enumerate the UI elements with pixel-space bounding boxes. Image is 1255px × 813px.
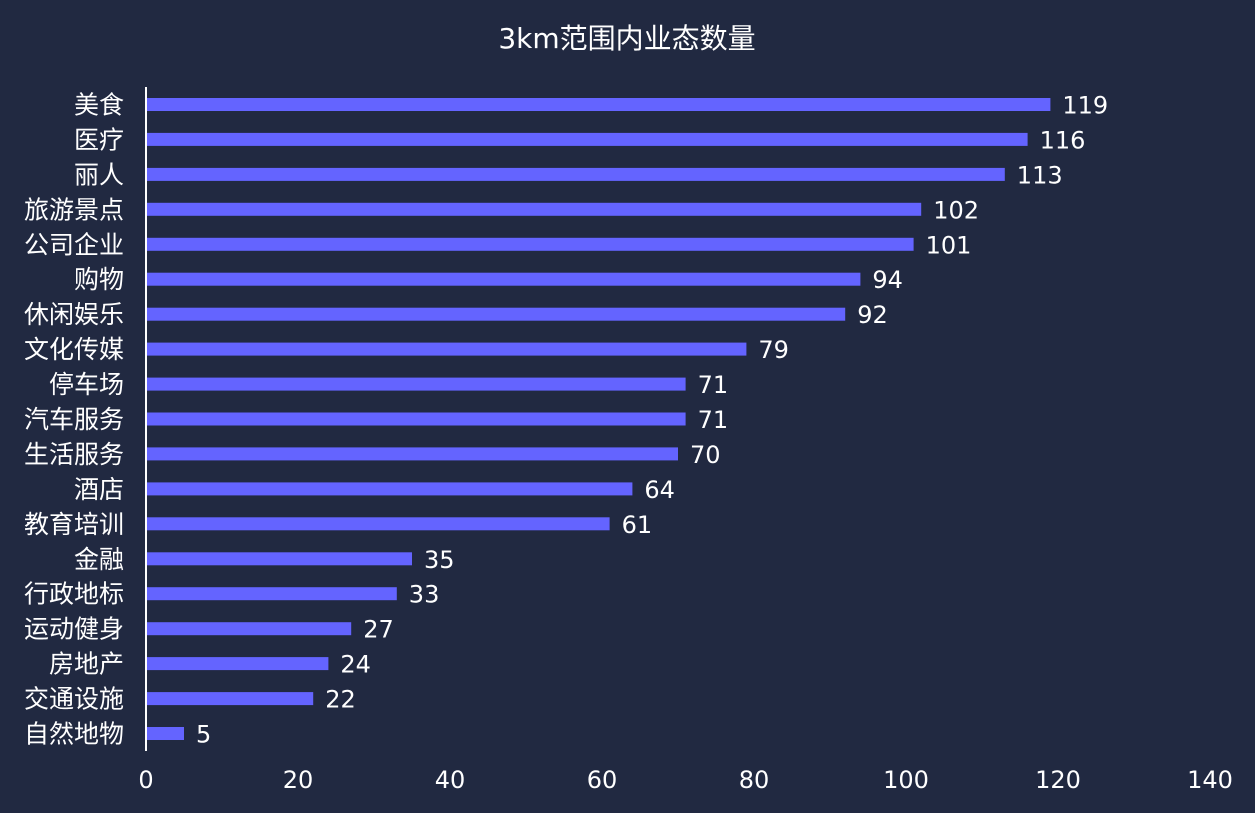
category-label: 交通设施 <box>24 685 124 714</box>
value-label: 94 <box>872 266 903 294</box>
bar-10 <box>147 447 678 461</box>
category-label: 运动健身 <box>24 615 124 644</box>
bar-2 <box>147 167 1005 181</box>
x-tick-label: 20 <box>283 766 314 794</box>
category-label: 行政地标 <box>24 580 124 609</box>
x-tick-label: 80 <box>739 766 770 794</box>
value-label: 71 <box>698 406 729 434</box>
x-tick-label: 120 <box>1035 766 1081 794</box>
value-label: 22 <box>325 686 356 714</box>
chart-title: 3km范围内业态数量 <box>498 22 755 55</box>
bar-11 <box>147 482 633 496</box>
category-label: 生活服务 <box>24 440 124 469</box>
value-label: 116 <box>1040 126 1086 154</box>
bar-4 <box>147 237 914 251</box>
category-label: 酒店 <box>74 475 124 504</box>
category-label: 自然地物 <box>24 720 124 749</box>
value-label: 61 <box>622 511 653 539</box>
category-label: 房地产 <box>49 650 124 679</box>
x-tick-label: 40 <box>435 766 466 794</box>
bar-12 <box>147 517 610 531</box>
category-label: 休闲娱乐 <box>24 300 124 329</box>
x-tick-label: 100 <box>883 766 929 794</box>
category-label: 丽人 <box>74 160 124 189</box>
bar-1 <box>147 132 1028 146</box>
value-label: 113 <box>1017 161 1063 189</box>
x-tick-label: 0 <box>138 766 153 794</box>
value-label: 64 <box>644 476 675 504</box>
category-label: 金融 <box>74 545 124 574</box>
plot-area: 美食 119 医疗 116 丽人 113 旅游景点 102 公司企业 101 购物 94 休闲娱乐 92 文… <box>24 87 1233 794</box>
bar-0 <box>147 98 1051 111</box>
value-label: 102 <box>933 196 979 224</box>
bar-3 <box>147 202 922 216</box>
category-label: 停车场 <box>49 370 124 399</box>
value-label: 71 <box>698 371 729 399</box>
bar-16 <box>147 657 329 671</box>
category-label: 教育培训 <box>24 510 124 539</box>
value-label: 24 <box>340 651 371 679</box>
value-label: 33 <box>409 581 440 609</box>
value-label: 101 <box>926 231 972 259</box>
value-label: 27 <box>363 616 394 644</box>
bar-15 <box>147 622 352 636</box>
bar-8 <box>147 377 686 391</box>
category-label: 购物 <box>74 265 124 294</box>
category-label: 旅游景点 <box>24 195 124 224</box>
value-label: 92 <box>857 301 888 329</box>
x-tick-label: 60 <box>587 766 618 794</box>
bar-14 <box>147 587 397 601</box>
category-label: 文化传媒 <box>24 335 124 364</box>
category-label: 公司企业 <box>24 230 124 259</box>
value-label: 119 <box>1062 92 1108 120</box>
value-label: 35 <box>424 546 455 574</box>
bar-18 <box>147 727 184 740</box>
value-label: 79 <box>758 336 789 364</box>
bar-9 <box>147 412 686 426</box>
bar-13 <box>147 552 412 566</box>
category-label: 美食 <box>74 91 124 120</box>
x-tick-label: 140 <box>1187 766 1233 794</box>
bar-7 <box>147 342 747 356</box>
value-label: 5 <box>196 721 211 749</box>
value-label: 70 <box>690 441 721 469</box>
category-label: 汽车服务 <box>24 405 124 434</box>
bar-5 <box>147 272 861 286</box>
category-label: 医疗 <box>74 125 124 154</box>
bar-17 <box>147 692 314 706</box>
bar-6 <box>147 307 846 321</box>
